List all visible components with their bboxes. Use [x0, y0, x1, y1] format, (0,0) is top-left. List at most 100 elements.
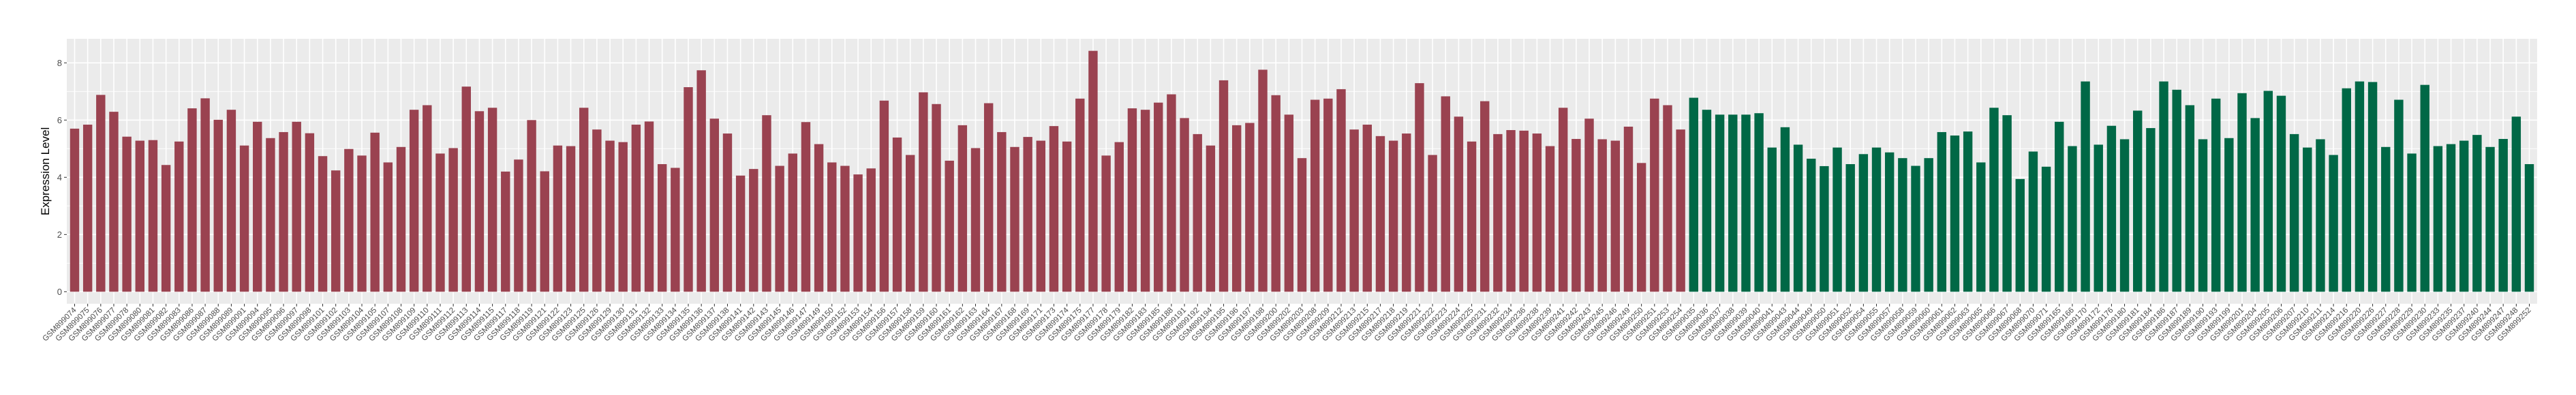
bar-GSM899135	[684, 86, 693, 292]
bar-GSM899178	[1101, 155, 1111, 292]
bar-GSM899169	[1023, 137, 1032, 292]
bar-GSM899075	[82, 125, 93, 292]
bar-GSM899225	[1467, 141, 1477, 292]
bar-GSM899164	[983, 103, 994, 292]
bar-GSM899039	[1741, 114, 1751, 292]
bar-GSM899149	[814, 144, 824, 292]
bar-GSM899199	[2224, 138, 2234, 292]
bar-GSM899190	[2198, 139, 2208, 292]
bar-GSM899096	[279, 131, 288, 292]
bar-GSM899143	[762, 115, 771, 292]
bar-GSM899104	[357, 155, 367, 292]
bar-GSM899223	[1441, 96, 1450, 292]
bar-GSM899133	[657, 163, 667, 292]
bar-GSM899134	[671, 168, 680, 292]
bar-GSM899237	[2459, 140, 2469, 292]
bar-GSM899193	[2211, 98, 2221, 292]
bar-GSM899174	[1062, 141, 1072, 292]
bar-GSM899129	[605, 140, 615, 292]
bar-GSM899202	[1284, 114, 1294, 292]
bar-GSM899210	[2303, 147, 2312, 292]
bar-GSM899138	[722, 133, 733, 292]
bar-GSM899228	[2394, 99, 2404, 292]
bar-GSM899097	[292, 121, 301, 292]
bar-GSM899044	[1793, 144, 1803, 292]
bar-GSM899082	[161, 165, 171, 292]
bar-GSM899126	[592, 129, 602, 292]
bar-GSM899098	[305, 133, 315, 292]
bar-GSM899195	[1218, 80, 1229, 292]
bar-GSM899253	[1663, 105, 1672, 292]
y-tick-label: 2	[57, 230, 62, 240]
bar-GSM899071	[2041, 166, 2051, 292]
bar-GSM899213	[1349, 129, 1359, 292]
bar-GSM899241	[1558, 108, 1568, 292]
y-tick-label: 6	[57, 115, 62, 125]
y-axis-title: Expression Level	[39, 127, 52, 215]
bar-GSM899080	[135, 140, 144, 292]
bar-GSM899189	[2185, 105, 2195, 292]
bar-GSM899091	[239, 145, 249, 292]
bar-GSM899168	[1010, 146, 1019, 292]
bar-GSM899137	[709, 118, 720, 292]
bar-GSM899232	[1493, 133, 1503, 292]
bar-GSM899109	[409, 110, 419, 292]
bar-GSM899219	[1402, 133, 1411, 292]
bar-GSM899162	[957, 125, 968, 292]
bar-GSM899251	[1650, 98, 1659, 292]
bar-GSM899118	[514, 159, 523, 292]
bar-GSM899175	[1075, 98, 1085, 292]
bar-GSM899224	[1454, 116, 1464, 292]
bar-GSM899203	[1297, 158, 1307, 292]
bar-GSM899153	[853, 174, 863, 292]
x-axis: GSM899074GSM899075GSM899076GSM899077GSM8…	[41, 304, 2533, 343]
bar-GSM899173	[1049, 126, 1059, 292]
bar-GSM899161	[945, 160, 954, 292]
bar-GSM899181	[2133, 110, 2143, 292]
bar-GSM899095	[266, 138, 275, 292]
bar-GSM899088	[213, 119, 223, 292]
bar-GSM899220	[2355, 81, 2365, 292]
bar-GSM899185	[1154, 102, 1163, 292]
bar-GSM899077	[109, 112, 119, 292]
bar-GSM899156	[879, 100, 889, 292]
bar-GSM899062	[1950, 135, 1960, 292]
bar-GSM899078	[122, 136, 132, 292]
bar-GSM899191	[1180, 118, 1189, 292]
bar-GSM899067	[2002, 115, 2012, 292]
bar-GSM899247	[2498, 139, 2508, 292]
bar-GSM899236	[1519, 130, 1529, 292]
bar-GSM899218	[1388, 140, 1398, 292]
bar-GSM899244	[2485, 146, 2495, 292]
bar-GSM899152	[840, 165, 850, 292]
bar-GSM899066	[1989, 108, 1999, 292]
bar-GSM899154	[866, 168, 876, 292]
bar-GSM899119	[527, 120, 536, 292]
bar-GSM899227	[2381, 146, 2391, 292]
bar-GSM899171	[1036, 140, 1046, 292]
bar-GSM899058	[1898, 158, 1907, 292]
bar-GSM899037	[1715, 114, 1725, 292]
bar-GSM899142	[749, 169, 758, 292]
bar-GSM899249	[1623, 126, 1634, 292]
bar-GSM899250	[1636, 163, 1646, 292]
bar-GSM899245	[1597, 139, 1607, 292]
bar-GSM899252	[2524, 163, 2534, 292]
bar-GSM899081	[148, 140, 158, 292]
bar-GSM899113	[461, 86, 471, 292]
bar-GSM899059	[1911, 165, 1920, 292]
bar-GSM899130	[618, 142, 628, 292]
bar-GSM899117	[501, 171, 510, 292]
bar-GSM899122	[553, 145, 563, 292]
bar-GSM899147	[801, 122, 811, 292]
bar-GSM899040	[1754, 113, 1764, 292]
bar-GSM899068	[2015, 178, 2025, 292]
bar-GSM899205	[2263, 91, 2273, 292]
bar-GSM899055	[1871, 147, 1882, 292]
bar-GSM899051	[1833, 147, 1842, 292]
bar-GSM899105	[370, 132, 380, 292]
bar-GSM899060	[1924, 158, 1933, 292]
bar-GSM899146	[788, 153, 797, 292]
bar-GSM899086	[187, 108, 197, 292]
bar-GSM899050	[1820, 165, 1829, 292]
